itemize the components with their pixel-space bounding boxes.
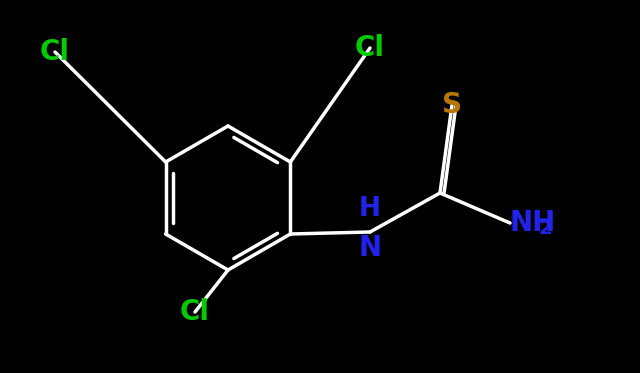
Text: Cl: Cl [355, 34, 385, 62]
Text: 2: 2 [538, 219, 552, 238]
Text: Cl: Cl [180, 298, 210, 326]
Text: H: H [359, 196, 381, 222]
Text: NH: NH [510, 209, 556, 237]
Text: N: N [358, 234, 381, 262]
Text: S: S [442, 91, 462, 119]
Text: Cl: Cl [40, 38, 70, 66]
